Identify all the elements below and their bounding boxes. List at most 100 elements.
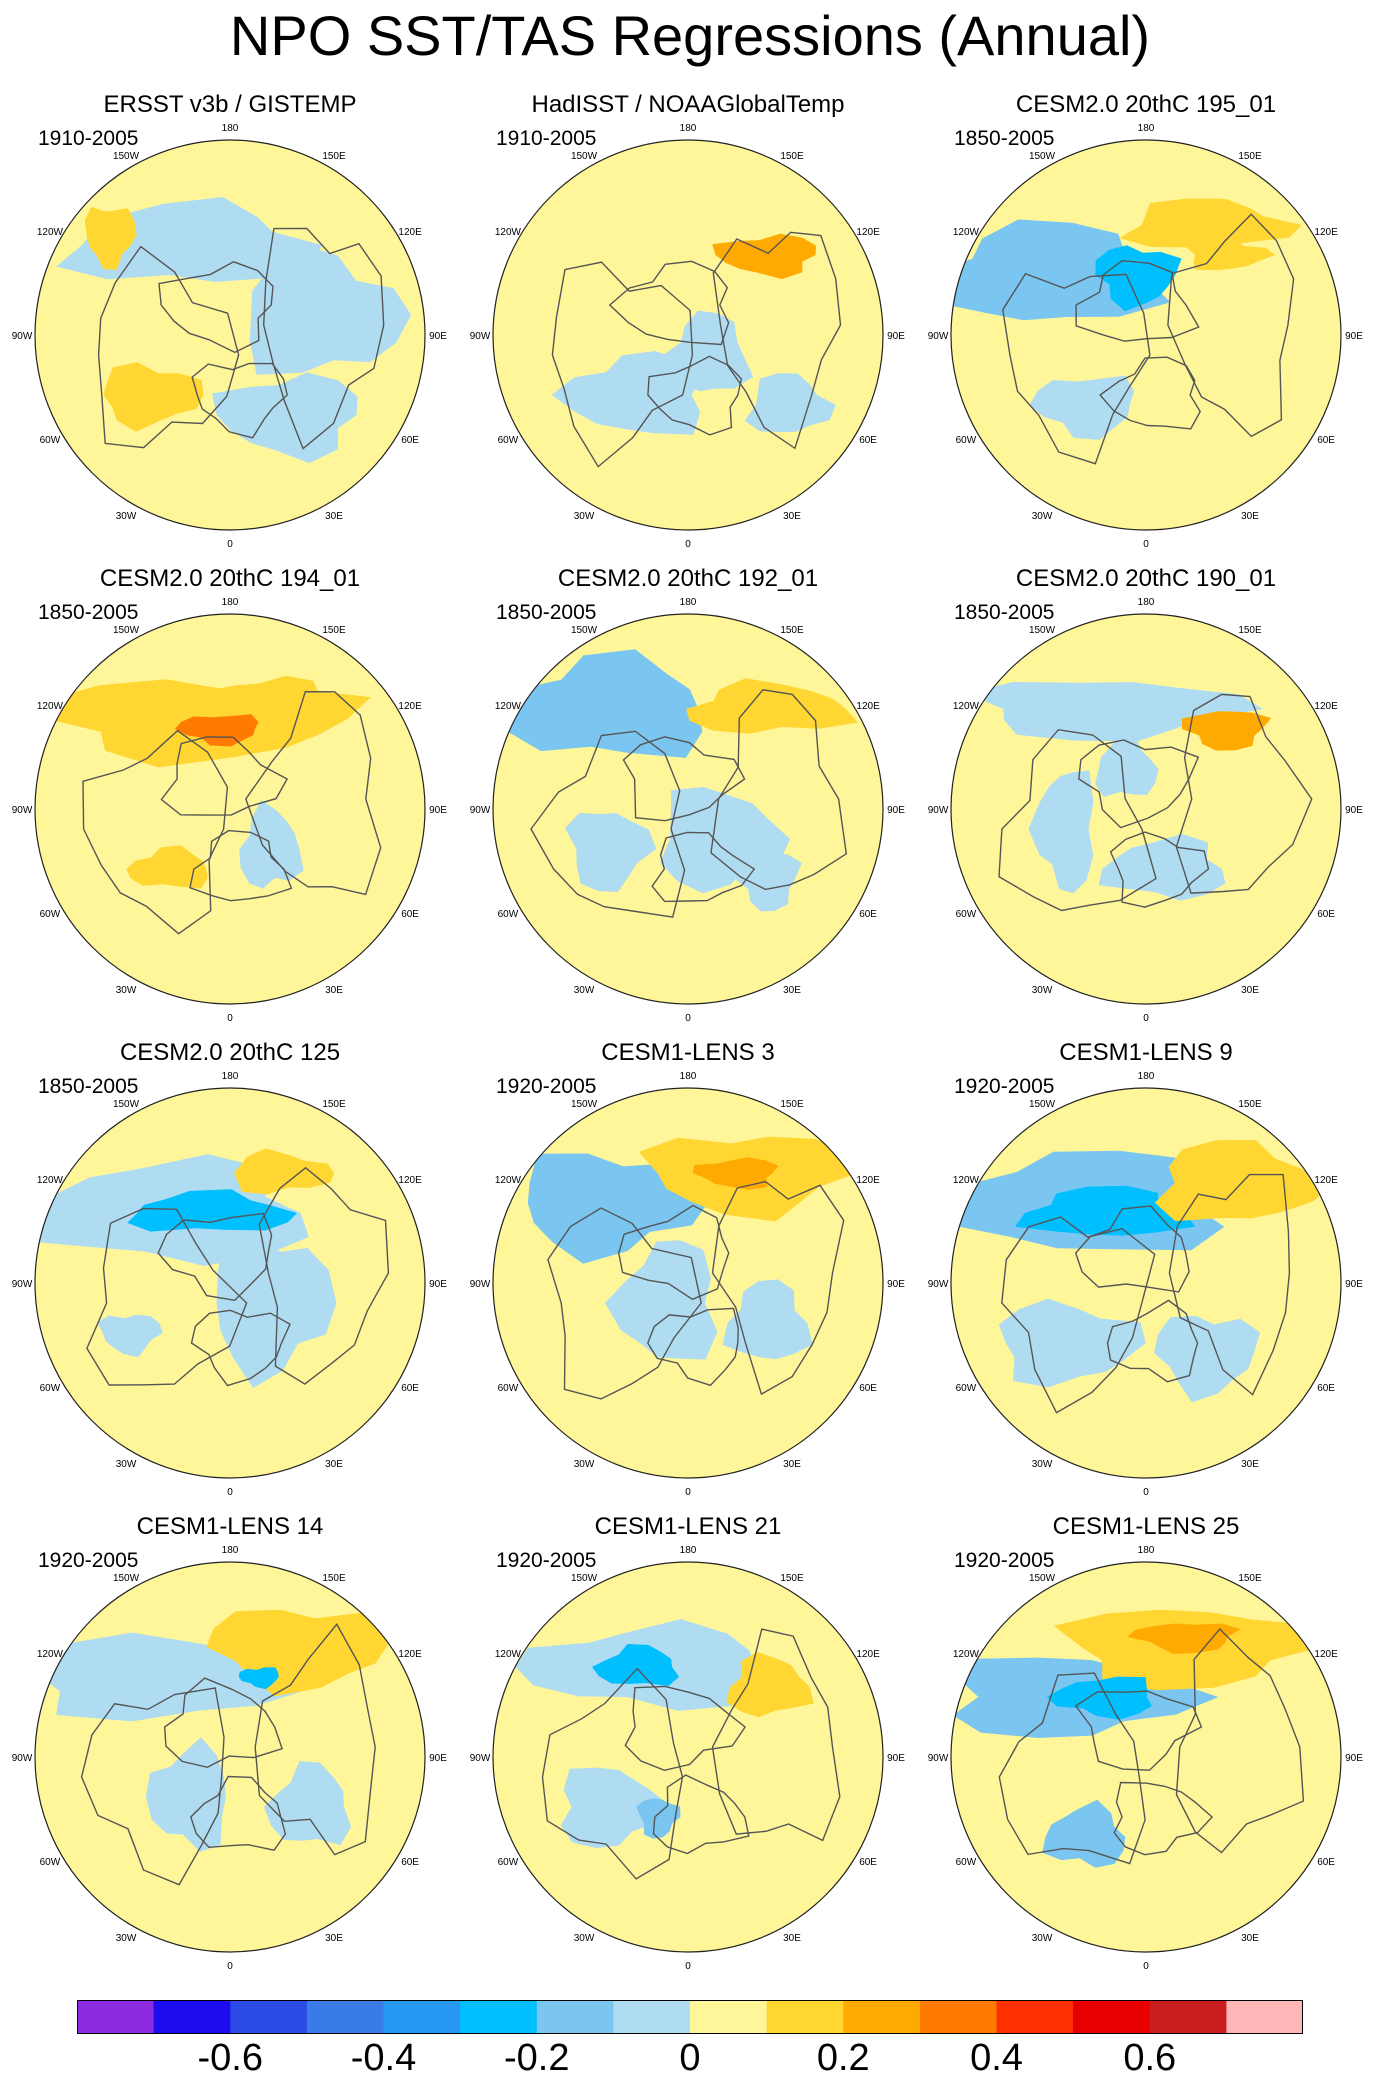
longitude-label: 90E: [429, 1279, 447, 1290]
coastline: [541, 1667, 684, 1880]
longitude-label: 180: [222, 1071, 239, 1082]
longitude-label: 30E: [1241, 1933, 1259, 1944]
longitude-label: 120W: [953, 1649, 980, 1660]
anomaly-contour: [726, 1652, 814, 1718]
anomaly-contour: [998, 1298, 1146, 1388]
anomaly-contour: [1028, 770, 1094, 894]
longitude-label: 120E: [1314, 1649, 1338, 1660]
anomaly-contour: [1098, 833, 1226, 901]
colorbar-frame: [77, 2000, 1303, 2034]
longitude-label: 150W: [571, 625, 598, 636]
longitude-label: 150W: [1029, 1573, 1056, 1584]
colorbar-swatch: [996, 2000, 1074, 2034]
longitude-label: 150E: [322, 151, 346, 162]
colorbar-tick-label: 0.2: [816, 2037, 870, 2079]
anomaly-contour: [84, 206, 137, 270]
coastline: [712, 231, 842, 450]
longitude-label: 60E: [401, 1857, 419, 1868]
anomaly-contour: [951, 219, 1171, 321]
map-panel: ERSST v3b / GISTEMP 180 150E 120E 90E 60E 30E 0…: [0, 90, 460, 560]
longitude-label: 180: [680, 1545, 697, 1556]
longitude-label: 90W: [12, 1279, 33, 1290]
colorbar-swatch: [1149, 2000, 1227, 2034]
longitude-label: 60W: [498, 909, 519, 920]
longitude-label: 30W: [1032, 1459, 1053, 1470]
colorbar-swatch: [306, 2000, 384, 2034]
longitude-label: 60W: [40, 1857, 61, 1868]
longitude-label: 30E: [325, 511, 343, 522]
longitude-label: 150W: [1029, 625, 1056, 636]
longitude-label: 90E: [429, 1753, 447, 1764]
coastline: [1002, 272, 1151, 465]
positive-field: [951, 614, 1341, 1004]
longitude-label: 30W: [116, 1933, 137, 1944]
longitude-label: 180: [222, 123, 239, 134]
coastline: [647, 355, 743, 436]
longitude-label: 90E: [429, 805, 447, 816]
longitude-label: 150E: [1238, 151, 1262, 162]
map-panel: CESM1-LENS 9 180 150E 120E 90E 60E 30E 0 30W 60W 9…: [916, 1038, 1376, 1508]
coastline: [624, 1685, 747, 1772]
anomaly-contour: [211, 372, 358, 464]
longitude-label: 60W: [956, 1383, 977, 1394]
anomaly-contour: [175, 714, 259, 747]
longitude-label: 30E: [325, 1933, 343, 1944]
anomaly-contour: [1182, 711, 1272, 751]
longitude-label: 150E: [780, 1573, 804, 1584]
coastline: [1168, 1173, 1291, 1396]
longitude-label: 60E: [1317, 909, 1335, 920]
longitude-label: 180: [1138, 123, 1155, 134]
longitude-label: 30W: [1032, 1933, 1053, 1944]
panel-period: 1850-2005: [38, 1075, 139, 1098]
colorbar-swatch: [153, 2000, 231, 2034]
longitude-label: 120W: [37, 1649, 64, 1660]
colorbar-swatch: [690, 2000, 768, 2034]
polar-map: 180 150E 120E 90E 60E 30E 0 30W 60W 90W 120W 150W: [928, 1071, 1364, 1498]
panel-title: CESM2.0 20thC 192_01: [557, 565, 819, 592]
longitude-label: 180: [680, 123, 697, 134]
coastline: [711, 1180, 845, 1396]
longitude-label: 90W: [470, 805, 491, 816]
coastline: [262, 227, 385, 450]
coastline: [258, 1166, 390, 1385]
map-border: [492, 139, 884, 531]
longitude-label: 0: [685, 1013, 691, 1024]
longitude-label: 150W: [1029, 151, 1056, 162]
coastline: [86, 1207, 248, 1386]
map-panel: CESM2.0 20thC 194_01 180 150E 120E 90E 60E 30E…: [0, 564, 460, 1034]
coastline: [622, 736, 746, 822]
polar-map: 180 150E 120E 90E 60E 30E 0 30W 60W 90W 120W 150W: [928, 597, 1364, 1024]
positive-field: [493, 1562, 883, 1952]
map-panel: CESM2.0 20thC 192_01 180 150E 120E 90E 60E 30E…: [458, 564, 918, 1034]
colorbar-swatch: [230, 2000, 308, 2034]
longitude-label: 120W: [495, 1175, 522, 1186]
longitude-label: 30W: [116, 1459, 137, 1470]
panel-title: CESM1-LENS 3: [601, 1039, 775, 1066]
longitude-label: 180: [1138, 597, 1155, 608]
map-border: [492, 1087, 884, 1479]
panel-period: 1850-2005: [38, 601, 139, 624]
coastline: [191, 362, 288, 439]
longitude-label: 60E: [859, 909, 877, 920]
coastline: [652, 1774, 750, 1855]
map-panel: HadISST / NOAAGlobalTemp 180 150E 120E 90E 60…: [458, 90, 918, 560]
anomaly-contour: [712, 233, 817, 280]
anomaly-contour: [592, 1644, 680, 1686]
polar-map: 180 150E 120E 90E 60E 30E 0 30W 60W 90W 120W 150W: [12, 1545, 448, 1972]
coastline: [1113, 1781, 1214, 1856]
colorbar-swatch: [919, 2000, 997, 2034]
longitude-label: 90E: [1345, 331, 1363, 342]
coastline: [1078, 739, 1200, 829]
longitude-label: 120W: [953, 701, 980, 712]
colorbar-swatch: [536, 2000, 614, 2034]
polar-map: 180 150E 120E 90E 60E 30E 0 30W 60W 90W 120W 150W: [470, 1545, 906, 1972]
coastline: [158, 261, 274, 354]
colorbar: [77, 2000, 1303, 2034]
coastline: [551, 261, 694, 468]
longitude-label: 30W: [1032, 511, 1053, 522]
positive-field: [951, 1088, 1341, 1478]
longitude-label: 90W: [12, 1753, 33, 1764]
anomaly-contour: [1154, 1315, 1260, 1403]
longitude-label: 60W: [956, 435, 977, 446]
anomaly-contour: [1127, 1623, 1241, 1654]
